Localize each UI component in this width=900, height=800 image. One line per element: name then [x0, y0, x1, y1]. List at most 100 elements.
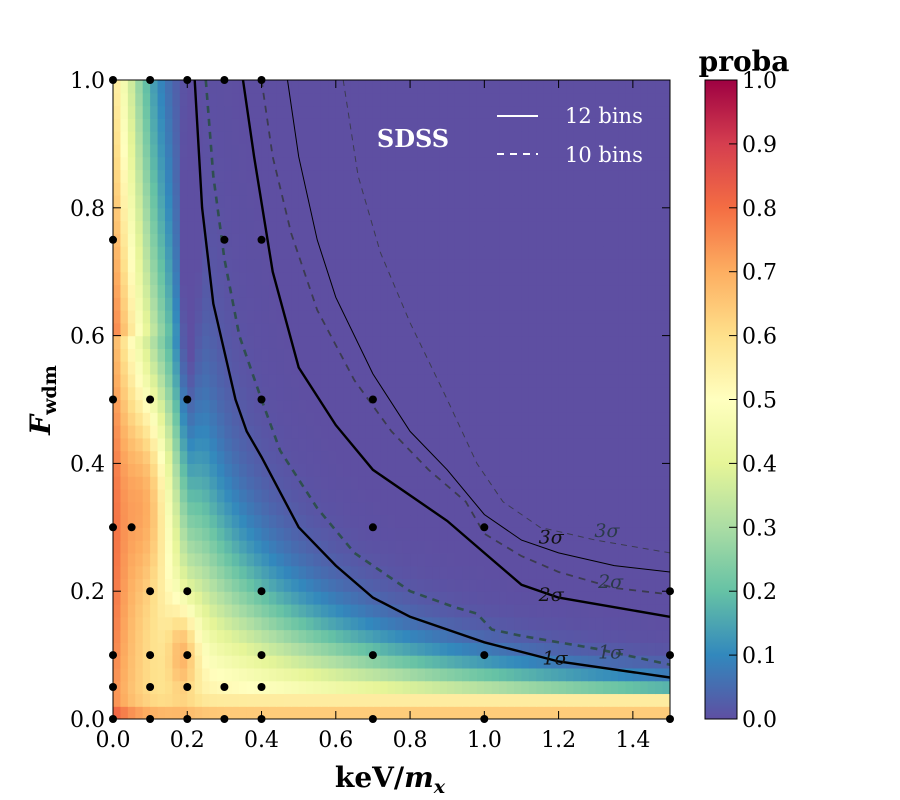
heatmap-cell [298, 310, 307, 324]
heatmap-cell [432, 616, 441, 631]
heatmap-cell [432, 680, 441, 695]
heatmap-cell [343, 169, 352, 183]
heatmap-cell [454, 182, 463, 196]
heatmap-cell [372, 578, 381, 592]
heatmap-cell [365, 603, 374, 618]
heatmap-cell [655, 680, 664, 695]
heatmap-cell [350, 463, 359, 477]
heatmap-cell [506, 118, 515, 132]
heatmap-cell [313, 527, 322, 541]
heatmap-cell [179, 118, 188, 132]
heatmap-cell [618, 156, 627, 171]
heatmap-cell [224, 706, 233, 719]
heatmap-cell [610, 603, 619, 618]
heatmap-cell [194, 706, 203, 719]
heatmap-cell [127, 437, 136, 452]
heatmap-cell [239, 156, 248, 171]
heatmap-cell [216, 80, 225, 94]
heatmap-cell [358, 463, 367, 477]
heatmap-cell [618, 437, 627, 452]
heatmap-cell [551, 629, 560, 643]
heatmap-cell [476, 169, 485, 183]
heatmap-cell [261, 233, 270, 247]
heatmap-cell [439, 463, 448, 477]
heatmap-cell [447, 591, 456, 605]
heatmap-cell [402, 156, 411, 171]
heatmap-cell [358, 386, 367, 401]
heatmap-cell [343, 437, 352, 452]
heatmap-cell [402, 220, 411, 234]
heatmap-cell [209, 386, 218, 401]
heatmap-cell [372, 591, 381, 605]
heatmap-cell [573, 693, 582, 707]
heatmap-cell [491, 693, 500, 707]
heatmap-cell [610, 348, 619, 362]
heatmap-cell [224, 450, 233, 464]
heatmap-cell [209, 603, 218, 618]
heatmap-cell [566, 616, 575, 631]
heatmap-cell [625, 246, 634, 260]
heatmap-cell [573, 655, 582, 669]
heatmap-cell [216, 182, 225, 196]
heatmap-cell [365, 514, 374, 528]
heatmap-cell [291, 565, 300, 580]
heatmap-cell [476, 527, 485, 541]
heatmap-cell [150, 706, 159, 719]
heatmap-cell [447, 616, 456, 631]
heatmap-cell [469, 118, 478, 132]
heatmap-cell [536, 92, 545, 107]
heatmap-cell [150, 92, 159, 107]
heatmap-cell [662, 207, 670, 222]
heatmap-cell [194, 105, 203, 119]
heatmap-cell [306, 399, 315, 413]
heatmap-cell [558, 361, 567, 375]
heatmap-cell [127, 642, 136, 656]
heatmap-cell [328, 655, 337, 669]
heatmap-cell [499, 80, 508, 94]
heatmap-cell [469, 591, 478, 605]
heatmap-cell [306, 603, 315, 618]
heatmap-cell [432, 361, 441, 375]
heatmap-cell [514, 386, 523, 401]
heatmap-cell [313, 578, 322, 592]
heatmap-cell [491, 667, 500, 682]
heatmap-cell [380, 373, 389, 388]
heatmap-cell [187, 693, 196, 707]
heatmap-cell [313, 284, 322, 298]
heatmap-cell [566, 655, 575, 669]
heatmap-cell [476, 565, 485, 580]
heatmap-cell [625, 693, 634, 707]
heatmap-cell [536, 310, 545, 324]
heatmap-cell [209, 335, 218, 349]
heatmap-cell [254, 501, 263, 516]
heatmap-cell [120, 412, 129, 426]
heatmap-cell [224, 207, 233, 222]
heatmap-cell [439, 156, 448, 171]
heatmap-cell [216, 540, 225, 554]
heatmap-cell [580, 143, 589, 158]
heatmap-cell [551, 540, 560, 554]
heatmap-cell [164, 195, 174, 209]
heatmap-cell [447, 143, 456, 158]
heatmap-cell [395, 527, 404, 541]
heatmap-cell [462, 616, 471, 631]
heatmap-cell [655, 143, 664, 158]
heatmap-cell [432, 310, 441, 324]
heatmap-cell [432, 437, 441, 452]
heatmap-cell [261, 437, 270, 452]
heatmap-cell [506, 80, 515, 94]
heatmap-cell [268, 156, 277, 171]
heatmap-cell [595, 156, 604, 171]
heatmap-cell [231, 80, 240, 94]
heatmap-cell [113, 271, 122, 286]
heatmap-cell [209, 399, 218, 413]
heatmap-cell [187, 195, 196, 209]
contour-label: 3σ [594, 520, 620, 542]
heatmap-cell [157, 527, 166, 541]
heatmap-cell [462, 603, 471, 618]
heatmap-cell [469, 80, 478, 94]
heatmap-cell [343, 271, 352, 286]
heatmap-cell [254, 310, 263, 324]
heatmap-cell [491, 156, 500, 171]
heatmap-cell [142, 463, 151, 477]
